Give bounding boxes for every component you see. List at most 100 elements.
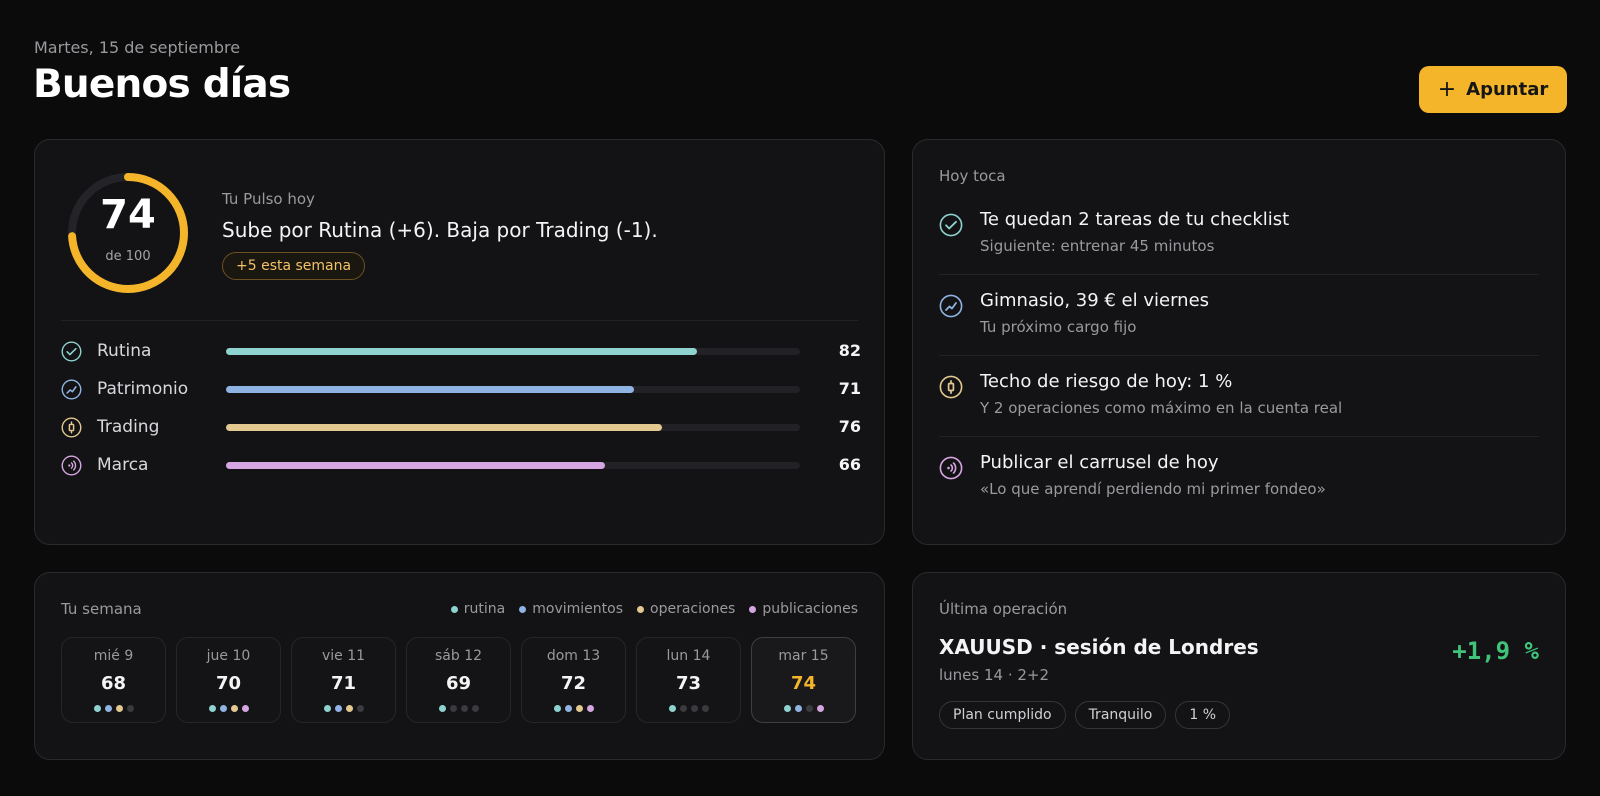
activity-dot — [794, 705, 802, 712]
last-trade-tags: Plan cumplido Tranquilo 1 % — [939, 701, 1231, 729]
activity-dot — [701, 705, 709, 712]
today-task[interactable]: Techo de riesgo de hoy: 1 % Y 2 operacion… — [939, 368, 1539, 450]
activity-dot — [438, 705, 446, 712]
day-score: 72 — [560, 673, 587, 694]
day-score: 71 — [330, 673, 357, 694]
metric-label: Patrimonio — [97, 379, 189, 399]
activity-dot — [575, 705, 583, 712]
activity-dot — [449, 705, 457, 712]
last-trade-card[interactable]: Última operación XAUUSD · sesión de Lond… — [912, 572, 1566, 760]
metric-value: 82 — [838, 341, 861, 360]
pulse-summary: Sube por Rutina (+6). Baja por Trading (… — [222, 218, 658, 242]
date-label: Martes, 15 de septiembre — [34, 38, 241, 57]
trade-tag: 1 % — [1175, 701, 1231, 729]
metric-bar-track — [226, 424, 800, 431]
metric-value: 66 — [838, 455, 861, 474]
task-title: Te quedan 2 tareas de tu checklist — [980, 209, 1290, 230]
metric-label: Trading — [97, 417, 160, 437]
activity-dot — [208, 705, 216, 712]
legend-item-publicaciones: publicaciones — [749, 601, 858, 617]
metric-value: 71 — [838, 379, 861, 398]
day-card-today[interactable]: mar 15 74 — [751, 637, 856, 723]
day-card[interactable]: lun 14 73 — [636, 637, 741, 723]
activity-dot — [126, 705, 134, 712]
activity-dot — [104, 705, 112, 712]
metric-bar-track — [226, 386, 800, 393]
day-name: jue 10 — [206, 648, 251, 664]
task-divider — [939, 355, 1539, 356]
activity-dot — [345, 705, 353, 712]
day-name: mié 9 — [93, 648, 134, 664]
legend-label: operaciones — [650, 601, 736, 617]
legend-label: rutina — [463, 601, 506, 617]
last-trade-title: XAUUSD · sesión de Londres — [939, 635, 1259, 659]
today-task[interactable]: Publicar el carrusel de hoy «Lo que apren… — [939, 449, 1539, 531]
today-label: Hoy toca — [939, 167, 1006, 185]
metric-row-marca: Marca 66 — [61, 452, 861, 478]
day-score: 68 — [100, 673, 127, 694]
today-task[interactable]: Gimnasio, 39 € el viernes Tu próximo carg… — [939, 287, 1539, 369]
apuntar-button[interactable]: + Apuntar — [1419, 66, 1567, 113]
day-card[interactable]: sáb 12 69 — [406, 637, 511, 723]
week-legend: rutina movimientos operaciones publicacione… — [450, 601, 858, 617]
day-card[interactable]: vie 11 71 — [291, 637, 396, 723]
check-circle-icon — [61, 341, 82, 362]
day-card[interactable]: dom 13 72 — [521, 637, 626, 723]
day-card[interactable]: mié 9 68 — [61, 637, 166, 723]
day-card[interactable]: jue 10 70 — [176, 637, 281, 723]
metric-row-trading: Trading 76 — [61, 414, 861, 440]
legend-item-operaciones: operaciones — [637, 601, 735, 617]
metric-bar-fill — [226, 386, 634, 393]
task-divider — [939, 436, 1539, 437]
activity-dot — [460, 705, 468, 712]
day-activity-dots — [177, 705, 280, 712]
day-score: 74 — [790, 673, 817, 694]
activity-dot — [334, 705, 342, 712]
activity-dot — [679, 705, 687, 712]
activity-dot — [816, 705, 824, 712]
task-title: Gimnasio, 39 € el viernes — [980, 290, 1210, 311]
week-card: Tu semana rutina movimientos operaciones pu… — [34, 572, 885, 760]
activity-dot — [564, 705, 572, 712]
last-trade-label: Última operación — [939, 600, 1068, 618]
legend-label: publicaciones — [762, 601, 858, 617]
activity-dot — [668, 705, 676, 712]
today-task[interactable]: Te quedan 2 tareas de tu checklist Siguie… — [939, 206, 1539, 288]
metric-row-rutina: Rutina 82 — [61, 338, 861, 364]
task-subtitle: Siguiente: entrenar 45 minutos — [980, 237, 1215, 255]
activity-dot — [323, 705, 331, 712]
activity-dot — [219, 705, 227, 712]
pulse-score: 74 — [100, 192, 156, 238]
candle-circle-icon — [61, 417, 82, 438]
day-score: 69 — [445, 673, 472, 694]
activity-dot — [783, 705, 791, 712]
day-activity-dots — [752, 705, 855, 712]
pulse-score-max: de 100 — [105, 249, 151, 264]
task-title: Publicar el carrusel de hoy — [980, 452, 1219, 473]
metric-bar-track — [226, 462, 800, 469]
metric-bar-fill — [226, 462, 605, 469]
trend-circle-icon — [939, 294, 963, 318]
broadcast-circle-icon — [939, 456, 963, 480]
week-label: Tu semana — [61, 600, 142, 618]
last-trade-result: +1,9 % — [1452, 637, 1539, 665]
trade-tag: Tranquilo — [1074, 701, 1167, 729]
activity-dot — [241, 705, 249, 712]
day-activity-dots — [522, 705, 625, 712]
metric-bar-track — [226, 348, 800, 355]
last-trade-subtitle: lunes 14 · 2+2 — [939, 666, 1050, 684]
day-activity-dots — [292, 705, 395, 712]
day-activity-dots — [407, 705, 510, 712]
legend-dot — [637, 605, 645, 613]
apuntar-button-label: Apuntar — [1466, 79, 1549, 100]
trade-tag: Plan cumplido — [939, 701, 1066, 729]
day-activity-dots — [62, 705, 165, 712]
page-title: Buenos días — [33, 62, 291, 107]
legend-item-rutina: rutina — [450, 601, 506, 617]
activity-dot — [230, 705, 238, 712]
activity-dot — [471, 705, 479, 712]
task-divider — [939, 274, 1539, 275]
day-name: dom 13 — [546, 648, 601, 664]
trend-circle-icon — [61, 379, 82, 400]
legend-label: movimientos — [532, 601, 624, 617]
